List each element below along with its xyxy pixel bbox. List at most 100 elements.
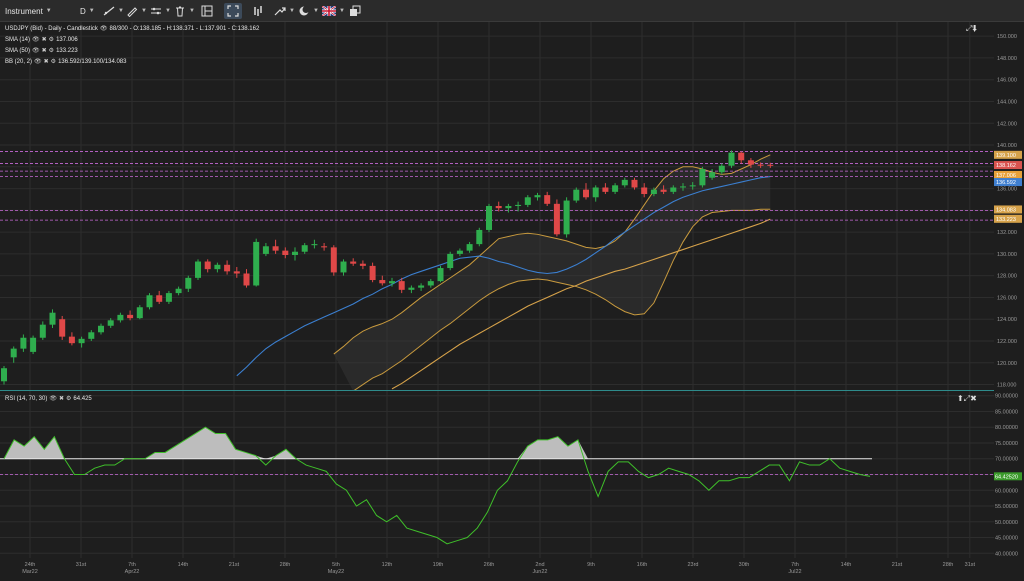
candle-body xyxy=(350,261,357,264)
candle-body xyxy=(233,271,240,274)
candle-body xyxy=(515,204,522,206)
popout-button[interactable] xyxy=(349,3,361,19)
pane-separator[interactable] xyxy=(0,390,994,391)
arrow-tool[interactable]: ▼ xyxy=(274,3,295,19)
layout-button[interactable] xyxy=(201,3,213,19)
candle-body xyxy=(757,164,764,166)
time-tick-label: 14th xyxy=(841,562,852,568)
gear-icon[interactable]: ⚙ xyxy=(48,37,55,43)
candle-body xyxy=(389,281,395,284)
candle-body xyxy=(709,172,716,178)
candle-body xyxy=(699,168,706,186)
eye-icon[interactable]: 👁 xyxy=(32,37,40,43)
indicators-tool[interactable]: ▼ xyxy=(150,3,171,19)
price-badge-label: 137.006 xyxy=(996,173,1016,179)
layout-icon xyxy=(201,5,213,17)
candle-body xyxy=(321,246,328,248)
language-menu[interactable]: ▼ xyxy=(322,3,345,19)
fullscreen-button[interactable] xyxy=(224,3,242,19)
price-tick-label: 142.000 xyxy=(997,121,1017,127)
price-tick-label: 130.000 xyxy=(997,252,1017,258)
chevron-down-icon: ▼ xyxy=(118,8,124,14)
candle-body xyxy=(767,164,774,166)
candle-body xyxy=(486,206,492,230)
candle-body xyxy=(738,152,745,161)
bollinger-lower-line xyxy=(352,208,771,392)
candle-body xyxy=(660,189,667,192)
chart-type-button[interactable] xyxy=(252,3,264,19)
time-axis[interactable]: 24th Mar22 31st 7th Apr22 14th 21st 28th 5th May2… xyxy=(0,558,994,576)
time-month-label: May22 xyxy=(328,569,345,575)
time-tick-label: 7th xyxy=(791,562,799,568)
gear-icon[interactable]: ⚙ xyxy=(66,396,72,402)
candle-body xyxy=(563,200,570,235)
candle-body xyxy=(107,320,114,326)
period-menu[interactable]: D ▼ xyxy=(80,3,95,19)
draw-line-icon xyxy=(103,6,115,16)
ohlc-readout: 88/300 - O:138.185 - H:138.371 - L:137.9… xyxy=(109,25,260,32)
close-icon[interactable]: ✖ xyxy=(41,48,47,54)
candle-body xyxy=(631,179,638,188)
gear-icon[interactable]: ⚙ xyxy=(50,59,57,65)
candle-body xyxy=(204,261,211,270)
rsi-badge-label: 64.42520 xyxy=(995,474,1018,480)
pencil-tool[interactable]: ▼ xyxy=(126,3,147,19)
price-tick-label: 150.000 xyxy=(997,34,1017,40)
close-icon[interactable]: ✖ xyxy=(41,37,47,43)
price-badge-label: 136.592 xyxy=(996,180,1016,186)
rsi-overbought-fill xyxy=(4,427,870,459)
price-tick-label: 124.000 xyxy=(997,317,1017,323)
close-icon[interactable]: ✖ xyxy=(43,59,49,65)
candle-body xyxy=(670,187,677,192)
candle-body xyxy=(20,337,27,349)
instrument-menu[interactable]: Instrument ▼ xyxy=(5,3,52,19)
rsi-tick-label: 50.00000 xyxy=(995,520,1018,526)
candle-body xyxy=(437,268,444,282)
draw-line-tool[interactable]: ▼ xyxy=(103,3,124,19)
eye-icon[interactable]: 👁 xyxy=(34,59,42,65)
price-chart[interactable] xyxy=(0,22,994,392)
chevron-down-icon: ▼ xyxy=(339,8,345,14)
toolbar: Instrument ▼ D ▼ ▼ ▼ ▼ ▼ ▼ ▼ ▼ xyxy=(0,0,1024,22)
theme-icon xyxy=(299,6,310,16)
candle-body xyxy=(30,337,37,352)
rsi-pane-controls[interactable]: ⬆⤢✖ xyxy=(957,394,977,404)
rsi-chart[interactable] xyxy=(0,391,994,558)
arrow-icon xyxy=(274,7,286,16)
eye-icon[interactable]: 👁 xyxy=(99,26,108,32)
candle-body xyxy=(340,261,347,273)
close-icon[interactable]: ✖ xyxy=(58,396,65,402)
gear-icon[interactable]: ⚙ xyxy=(48,48,55,54)
candle-body xyxy=(583,189,589,198)
maximize-pane-button[interactable]: ⤢⬇ xyxy=(966,24,977,34)
price-tick-label: 148.000 xyxy=(997,56,1017,62)
price-tick-label: 122.000 xyxy=(997,339,1017,345)
rsi-tick-label: 80.00000 xyxy=(995,425,1018,431)
legend-bb: BB (20, 2) 👁 ✖ ⚙ 136.592/139.100/134.083 xyxy=(5,58,126,66)
chevron-down-icon: ▼ xyxy=(313,8,319,14)
candle-body xyxy=(78,338,85,344)
price-axis[interactable]: 150.000 148.000 146.000 144.000 142.000 140.0… xyxy=(994,22,1024,558)
theme-menu[interactable]: ▼ xyxy=(298,3,319,19)
price-chart-pane[interactable]: USDJPY (Bid) - Daily - Candlestick 👁 88/… xyxy=(0,22,994,392)
price-badge xyxy=(994,150,1022,159)
candle-body xyxy=(10,348,17,358)
trash-icon xyxy=(176,6,184,17)
rsi-tick-label: 55.00000 xyxy=(995,504,1018,510)
chevron-down-icon: ▼ xyxy=(289,8,295,14)
time-tick-label: 19th xyxy=(433,562,444,568)
eye-icon[interactable]: 👁 xyxy=(32,48,40,54)
price-badge-label: 139.100 xyxy=(996,153,1016,159)
candle-body xyxy=(369,265,376,281)
candle-body xyxy=(544,195,551,204)
time-tick-label: 2nd xyxy=(535,562,544,568)
candle-body xyxy=(612,185,619,192)
candle-body xyxy=(418,285,425,288)
time-tick-label: 30th xyxy=(739,562,750,568)
candle-body xyxy=(747,160,754,165)
eye-icon[interactable]: 👁 xyxy=(49,396,57,402)
sma14-name: SMA (14) xyxy=(5,36,31,43)
rsi-pane[interactable]: RSI (14, 70, 30) 👁 ✖ ⚙ 64.425 ⬆⤢✖ xyxy=(0,391,994,558)
delete-tool[interactable]: ▼ xyxy=(174,3,195,19)
